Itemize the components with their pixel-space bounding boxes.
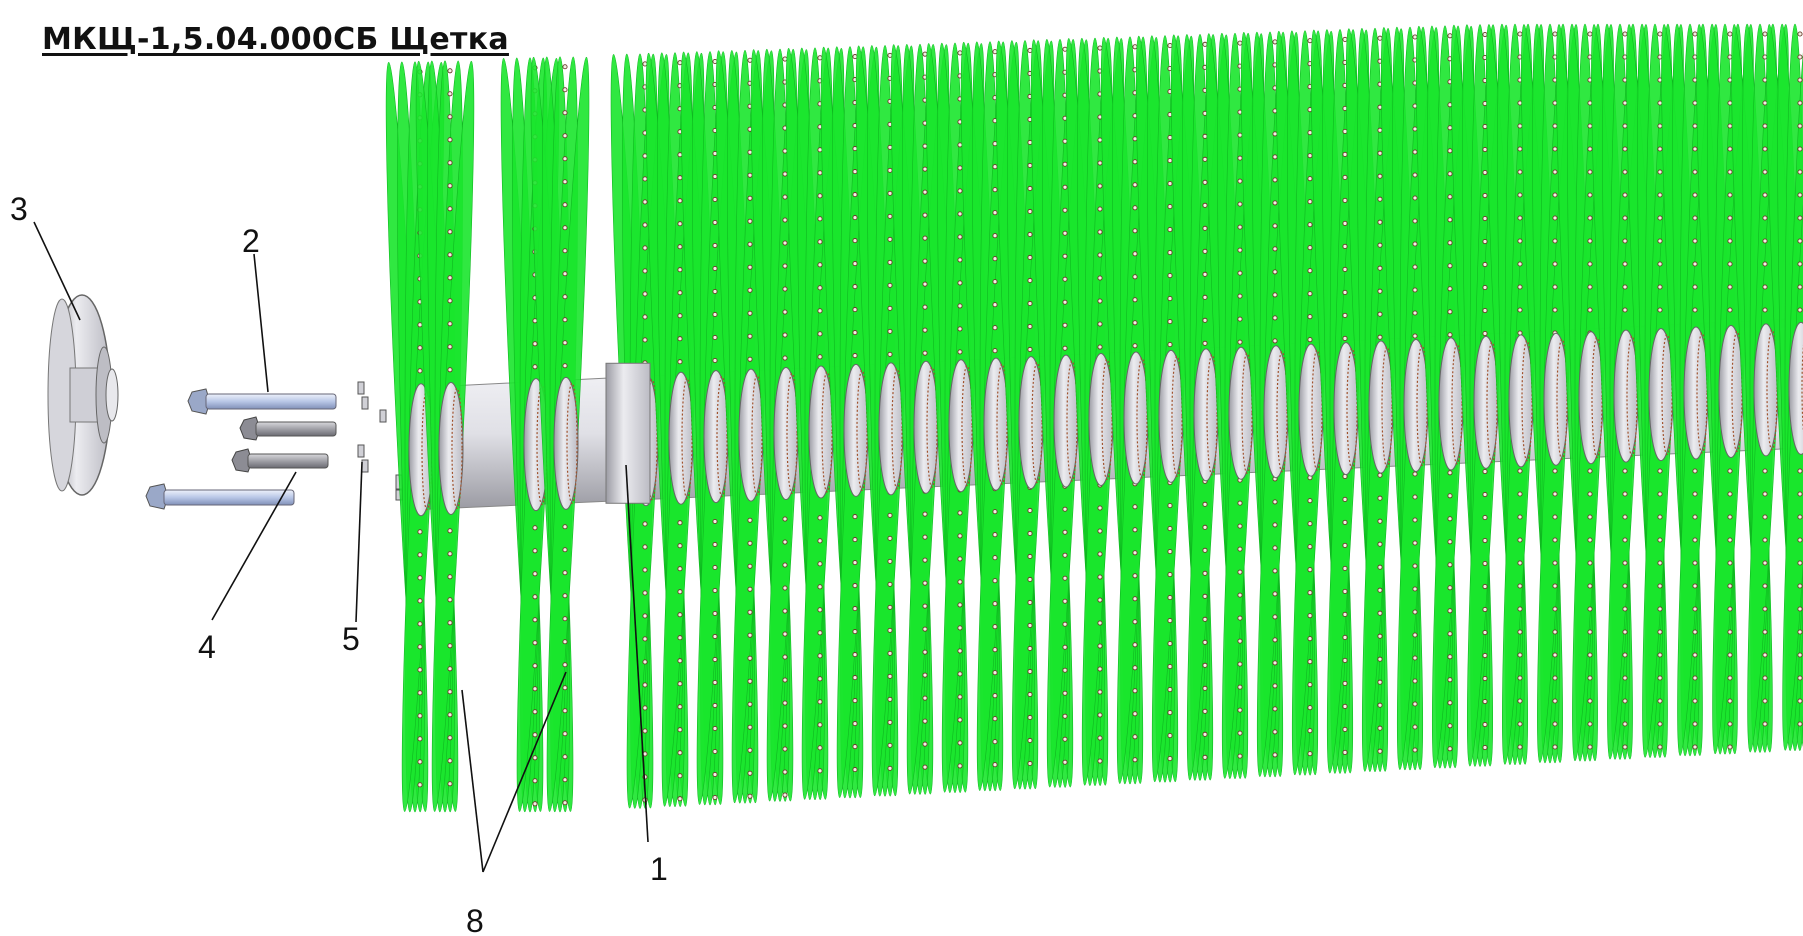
flange-part-3 bbox=[47, 294, 119, 496]
callout-8: 8 bbox=[466, 903, 484, 936]
bristle-disc bbox=[415, 60, 475, 813]
leader-8b bbox=[482, 671, 567, 873]
callout-1: 1 bbox=[650, 851, 668, 887]
bristle-disc bbox=[1731, 23, 1789, 753]
bolts-part-2 bbox=[145, 388, 337, 510]
leader-1 bbox=[625, 464, 649, 843]
bristle-disc bbox=[1100, 36, 1160, 785]
bristle-disc bbox=[1030, 38, 1090, 788]
shaft-sleeve bbox=[605, 362, 651, 504]
callouts: 1 2 3 4 5 8 bbox=[10, 191, 668, 936]
brush-assembly bbox=[385, 23, 1803, 813]
callout-4: 4 bbox=[198, 629, 216, 665]
leader-5 bbox=[355, 461, 363, 623]
callout-5: 5 bbox=[342, 621, 360, 657]
bristle-disc bbox=[1135, 35, 1195, 783]
bristle-disc bbox=[1521, 23, 1579, 764]
bristle-disc bbox=[890, 43, 950, 795]
leader-2 bbox=[253, 253, 269, 393]
leader-4 bbox=[211, 471, 297, 621]
leader-8a bbox=[461, 689, 484, 873]
drawing-title: МКЩ-1,5.04.000СБ Щетка bbox=[42, 22, 509, 57]
callout-2: 2 bbox=[242, 223, 260, 259]
bristle-disc bbox=[1240, 31, 1300, 778]
bristle-disc bbox=[715, 49, 775, 804]
leader-3 bbox=[33, 221, 81, 321]
bolts-part-4 bbox=[231, 416, 337, 473]
callout-3: 3 bbox=[10, 191, 28, 227]
bristle-disc bbox=[1661, 23, 1719, 757]
bristle-disc bbox=[1766, 23, 1803, 751]
bristle-disc bbox=[530, 56, 590, 813]
leader-lines bbox=[33, 221, 649, 873]
